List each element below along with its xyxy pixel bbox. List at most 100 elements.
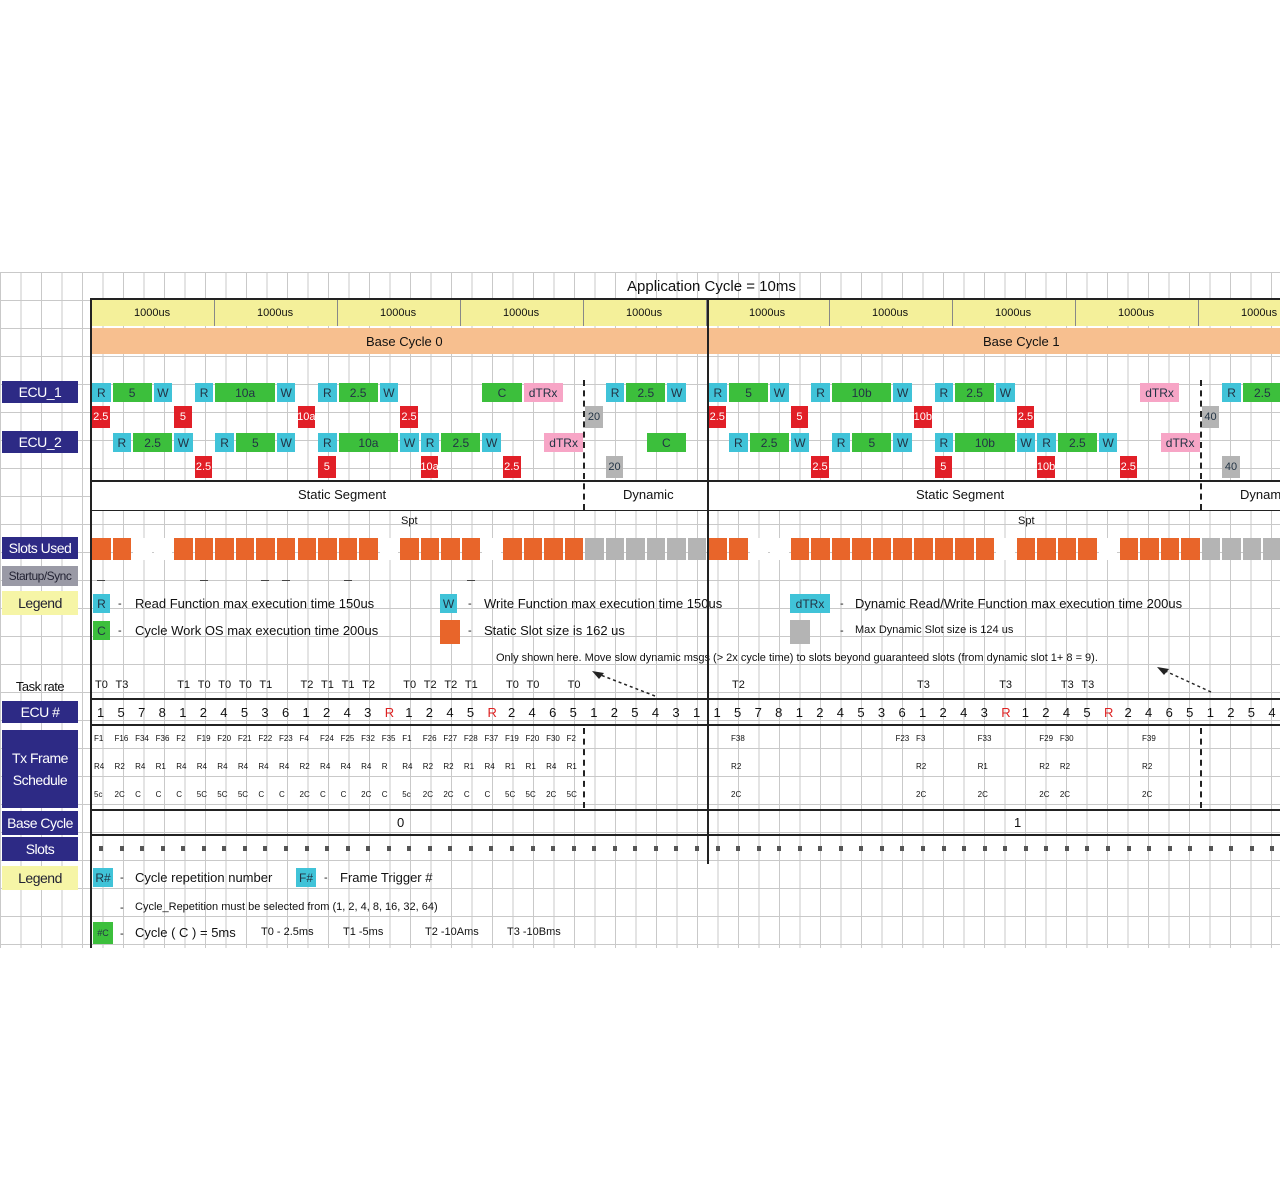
legend-write-text: Write Function max execution time 150us	[484, 596, 723, 611]
slot-tick	[366, 846, 371, 851]
ecu2-task-c1-block: R	[934, 433, 954, 452]
time-cell-label: 1000us	[995, 307, 1032, 319]
slot-tick	[674, 846, 679, 851]
tx-frame-value: R1	[566, 762, 577, 771]
ecu1-task-block: R	[318, 383, 337, 402]
slot-tick	[962, 846, 967, 851]
ecu2-task-block: W	[482, 433, 501, 452]
ecu-num-value: 6	[1165, 705, 1173, 720]
slot-tick	[181, 846, 186, 851]
slot-tick	[797, 846, 802, 851]
slot-used-cell	[790, 538, 810, 560]
tx-frame-value: 2C	[546, 790, 557, 799]
slot-used-cell	[831, 538, 851, 560]
tx-frame-value: R2	[916, 762, 927, 771]
slot-used-cell	[235, 538, 255, 560]
tx-frame-value: R4	[320, 762, 331, 771]
ecu2-slot-c1-block: 5	[934, 456, 953, 478]
task-rate-value: T0	[506, 679, 519, 691]
row-label-base-cycle: Base Cycle	[2, 811, 78, 835]
tx-frame-value: R2	[1039, 762, 1050, 771]
tx-frame-value: C	[176, 790, 182, 799]
static-dynamic-divider-1	[1200, 380, 1202, 510]
slot-used-cell	[92, 538, 111, 560]
time-cell-label: 1000us	[380, 307, 417, 319]
ecu-num-value: 4	[651, 705, 660, 720]
ecu-num-value: 3	[672, 705, 680, 720]
ecu2-slot-c1-block: 40	[1222, 456, 1240, 478]
time-bar	[91, 300, 1280, 326]
ecu-num-value: 1	[302, 705, 310, 720]
ecu2-slot-block: 2.5	[194, 456, 213, 478]
slot-used-cell	[605, 538, 625, 560]
ecu2-slot-c1-block: 2.5	[811, 456, 829, 478]
tx-frame-value: F23	[278, 734, 293, 743]
ecu-num-value: 3	[980, 705, 988, 720]
time-cell-label: 1000us	[257, 307, 294, 319]
slot-used-cell	[1263, 538, 1280, 560]
slot-used-cell	[1222, 538, 1241, 560]
ecu-num-value: 2	[610, 705, 618, 720]
legend2-dash-3: -	[120, 902, 124, 914]
slot-used-cell	[667, 538, 686, 560]
ecu2-task-block: C	[646, 433, 686, 452]
ecu-num-value: 5	[1083, 705, 1091, 720]
tx-frame-value: R2	[1142, 762, 1153, 771]
ecu-num-value: 4	[220, 705, 228, 720]
slot-used-cell	[276, 538, 296, 560]
ecu1-slot-c1-block: 40	[1201, 406, 1220, 428]
slot-tick	[715, 846, 720, 851]
ecu2-slot-block: 20	[605, 456, 624, 478]
ecu-num-value: 1	[692, 705, 701, 720]
row-label-tx-frame-schedule: Tx Frame Schedule	[2, 730, 78, 808]
ecu1-task-block: W	[379, 383, 399, 402]
slot-tick	[242, 846, 247, 851]
tx-frame-value: 2C	[1142, 790, 1153, 799]
ecu-num-value: 1	[795, 705, 803, 720]
tx-frame-value: R1	[463, 762, 475, 771]
tx-frame-value: R	[381, 762, 388, 771]
tx-frame-value: F25	[340, 734, 355, 743]
ecu1-task-block: R	[92, 383, 111, 402]
ecu-num-value: 6	[549, 705, 557, 720]
ecu-num-value: 6	[281, 705, 290, 720]
tx-frame-value: R2	[1059, 762, 1071, 771]
time-cell-divider	[706, 300, 707, 326]
legend-ft-text: Frame Trigger #	[340, 870, 433, 885]
ecu-num-value: 5	[734, 705, 742, 720]
row-label-legend2: Legend	[2, 866, 78, 890]
ecu-num-value: 5	[631, 705, 639, 720]
tx-frame-value: 5C	[217, 790, 228, 799]
ecu-num-value: 5	[569, 705, 577, 720]
slot-tick	[345, 846, 350, 851]
slot-tick	[427, 846, 432, 851]
time-cell-divider	[952, 300, 953, 326]
legend-dash-6: -	[840, 625, 844, 637]
slot-used-cell	[1140, 538, 1159, 560]
legend-dynamic-swatch	[790, 620, 810, 644]
tx-divider-1	[1200, 728, 1202, 808]
ecu2-task-block: W	[400, 433, 419, 452]
ecu2-task-block: W	[174, 433, 193, 452]
ecu-num-value: 4	[836, 705, 845, 720]
segment-row	[91, 480, 1280, 511]
slot-tick	[99, 846, 103, 851]
task-rate-value: T0	[403, 679, 417, 691]
ecu1-task-c1-block: 10b	[831, 383, 892, 402]
ecu-num-value: 2	[816, 705, 824, 720]
tx-frame-value: C	[381, 790, 388, 799]
tx-frame-value: R4	[278, 762, 290, 771]
legend-rep-text: Cycle repetition number	[135, 870, 273, 885]
slot-used-cell	[1057, 538, 1077, 560]
legend-cycle-key: C	[93, 621, 110, 640]
ecu-num-value: 2	[1124, 705, 1132, 720]
tx-frame-value: F34	[135, 734, 149, 743]
legend-read-key: R	[93, 594, 110, 613]
slot-used-cell	[852, 538, 871, 560]
tx-frame-value: C	[340, 790, 347, 799]
ecu-num-value: R	[384, 705, 395, 720]
slot-used-cell	[893, 538, 912, 560]
slot-used-cell	[441, 538, 460, 560]
tx-frame-value: R4	[340, 762, 351, 771]
tx-frame-value: 5C	[237, 790, 249, 799]
